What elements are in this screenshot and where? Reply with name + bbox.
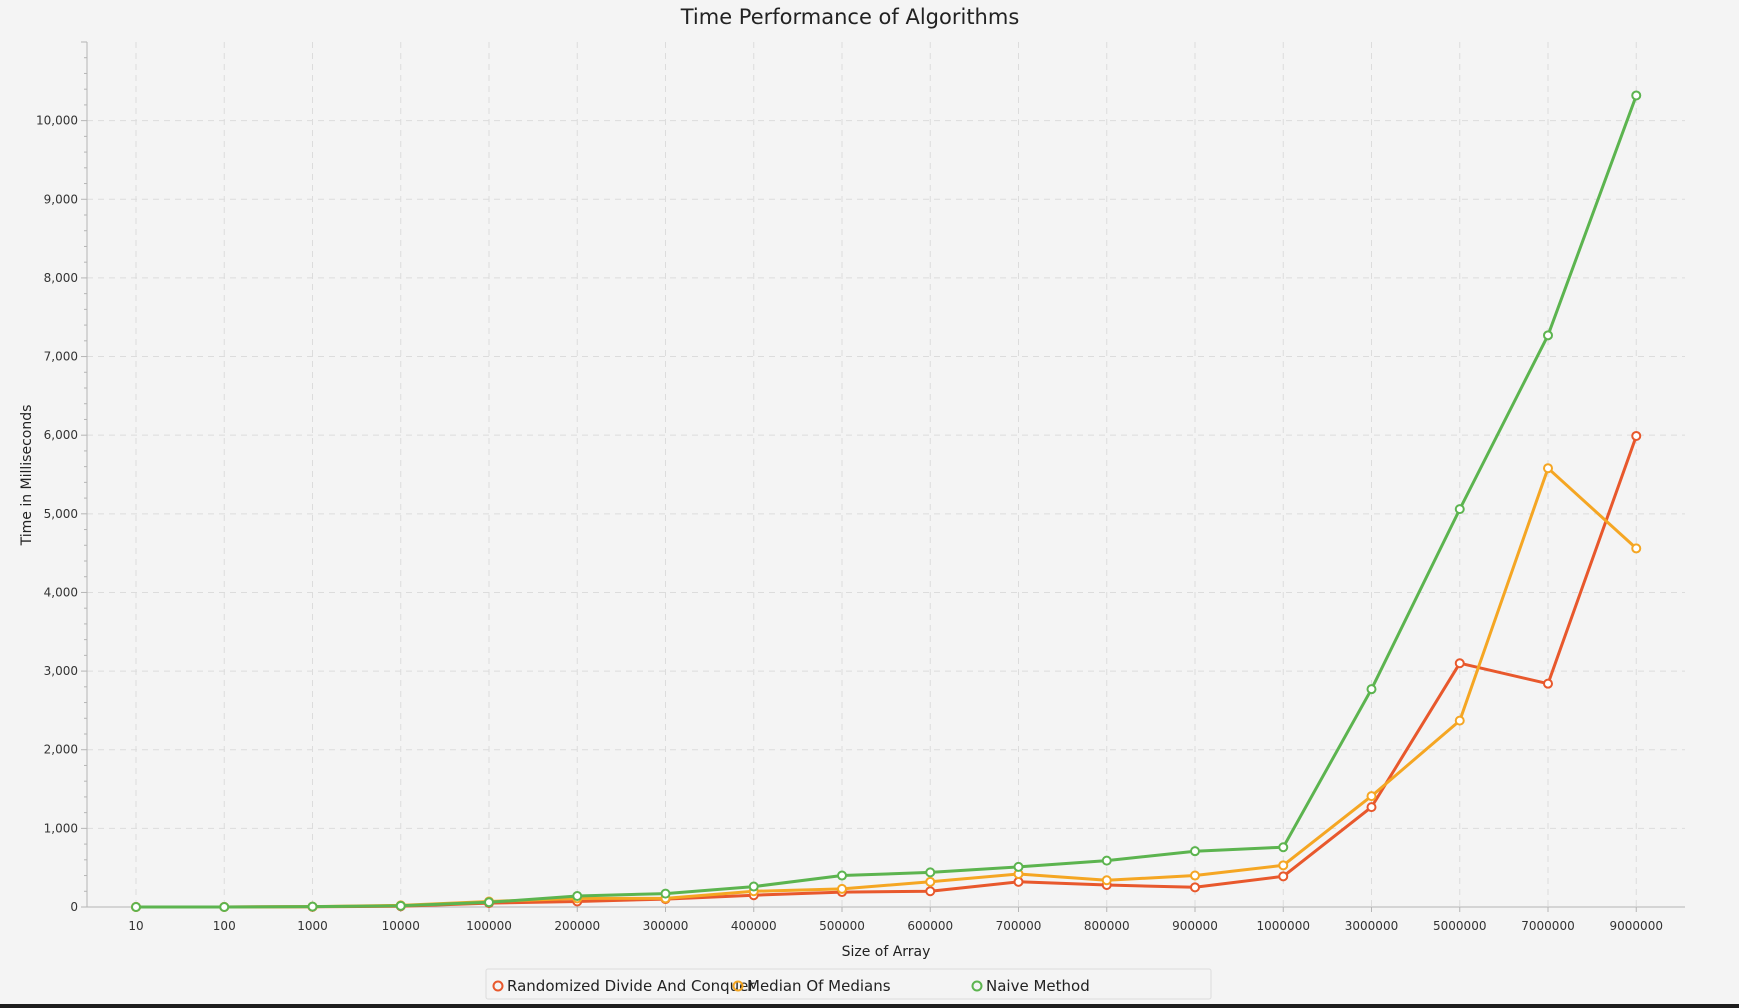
y-tick-label: 6,000 bbox=[44, 428, 78, 442]
data-point[interactable] bbox=[1543, 463, 1553, 474]
data-point[interactable] bbox=[1013, 876, 1024, 887]
data-point[interactable] bbox=[572, 890, 583, 901]
y-axis-title: Time in Milliseconds bbox=[19, 405, 35, 547]
x-tick-label: 1000000 bbox=[1257, 919, 1310, 933]
data-point[interactable] bbox=[1366, 802, 1377, 813]
data-point[interactable] bbox=[1366, 684, 1377, 695]
x-tick-label: 300000 bbox=[643, 919, 689, 933]
y-tick-label: 7,000 bbox=[44, 350, 78, 364]
x-tick-label: 800000 bbox=[1084, 919, 1130, 933]
x-tick-label: 200000 bbox=[554, 919, 600, 933]
legend-label: Naive Method bbox=[986, 977, 1090, 995]
data-point[interactable] bbox=[1278, 860, 1289, 871]
data-point[interactable] bbox=[1190, 882, 1200, 893]
data-point[interactable] bbox=[484, 897, 494, 908]
data-point[interactable] bbox=[1543, 330, 1553, 341]
data-point[interactable] bbox=[660, 888, 671, 899]
data-point[interactable] bbox=[1631, 90, 1642, 101]
data-point[interactable] bbox=[1454, 504, 1465, 515]
legend-label: Median Of Medians bbox=[747, 977, 891, 995]
y-tick-label: 2,000 bbox=[44, 743, 78, 757]
data-point[interactable] bbox=[307, 901, 318, 912]
x-tick-label: 600000 bbox=[907, 919, 953, 933]
data-point[interactable] bbox=[131, 902, 141, 912]
x-tick-label: 3000000 bbox=[1345, 919, 1398, 933]
data-point[interactable] bbox=[1454, 658, 1465, 669]
data-point[interactable] bbox=[1631, 430, 1642, 441]
data-point[interactable] bbox=[1543, 678, 1553, 689]
y-tick-label: 0 bbox=[70, 900, 78, 914]
data-point[interactable] bbox=[1366, 791, 1377, 802]
series-layer bbox=[131, 90, 1642, 912]
series-group bbox=[131, 90, 1642, 912]
data-point[interactable] bbox=[925, 867, 936, 878]
x-tick-label: 5000000 bbox=[1433, 919, 1486, 933]
grid bbox=[87, 42, 1685, 907]
y-tick-label: 4,000 bbox=[44, 585, 78, 599]
legend-marker bbox=[971, 980, 983, 992]
window-bottom-border bbox=[0, 1004, 1739, 1008]
data-point[interactable] bbox=[395, 900, 406, 911]
series-group bbox=[131, 430, 1642, 912]
x-axis-title: Size of Array bbox=[842, 944, 931, 960]
x-tick-label: 400000 bbox=[731, 919, 777, 933]
x-tick-label: 9000000 bbox=[1610, 919, 1663, 933]
data-point[interactable] bbox=[1101, 855, 1112, 866]
y-tick-label: 5,000 bbox=[44, 507, 78, 521]
chart-title: Time Performance of Algorithms bbox=[680, 5, 1020, 29]
y-tick-label: 3,000 bbox=[44, 664, 78, 678]
data-point[interactable] bbox=[748, 881, 759, 892]
data-point[interactable] bbox=[837, 870, 847, 881]
x-tick-label: 100000 bbox=[466, 919, 512, 933]
data-point[interactable] bbox=[1454, 715, 1465, 726]
data-point[interactable] bbox=[1190, 870, 1200, 881]
y-tick-label: 8,000 bbox=[44, 271, 78, 285]
x-tick-label: 7000000 bbox=[1521, 919, 1574, 933]
x-tick-label: 10 bbox=[128, 919, 143, 933]
legend-marker bbox=[732, 980, 744, 992]
legend-box bbox=[485, 968, 1212, 1000]
data-point[interactable] bbox=[219, 902, 230, 912]
legend-marker bbox=[492, 980, 504, 992]
axes: 0 1,000 2,000 3,000 4,000 5,000 6,000 7,000 8,00… bbox=[36, 41, 1685, 933]
series-line bbox=[136, 466, 1638, 909]
x-tick-label: 900000 bbox=[1172, 919, 1218, 933]
data-point[interactable] bbox=[1101, 875, 1112, 886]
data-point[interactable] bbox=[925, 876, 936, 887]
x-tick-label: 1000 bbox=[297, 919, 328, 933]
data-point[interactable] bbox=[1631, 543, 1642, 554]
x-tick-label: 700000 bbox=[996, 919, 1042, 933]
data-point[interactable] bbox=[1278, 871, 1289, 882]
x-tick-label: 500000 bbox=[819, 919, 865, 933]
data-point[interactable] bbox=[1013, 861, 1024, 872]
x-tick-label: 10000 bbox=[382, 919, 420, 933]
series-group bbox=[131, 463, 1642, 912]
data-point[interactable] bbox=[837, 883, 847, 894]
data-point[interactable] bbox=[925, 886, 936, 897]
y-tick-label: 1,000 bbox=[44, 821, 78, 835]
series-line bbox=[136, 94, 1638, 909]
x-tick-label: 100 bbox=[213, 919, 236, 933]
y-tick-label: 10,000 bbox=[36, 114, 78, 128]
y-tick-label: 9,000 bbox=[44, 192, 78, 206]
data-point[interactable] bbox=[1190, 846, 1200, 857]
legend-label: Randomized Divide And Conquer bbox=[507, 977, 755, 995]
data-point[interactable] bbox=[1278, 842, 1289, 853]
